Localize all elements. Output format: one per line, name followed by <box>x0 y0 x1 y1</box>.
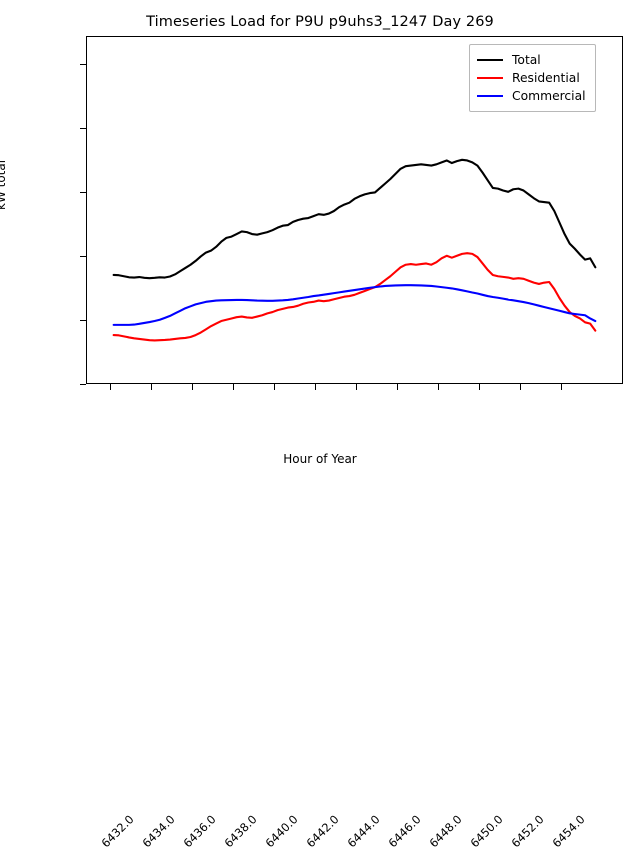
y-tick-mark <box>80 383 86 385</box>
series-line-total <box>112 158 597 280</box>
x-tick-mark <box>561 384 563 390</box>
y-tick-mark <box>80 63 86 65</box>
legend-label: Residential <box>512 71 580 85</box>
x-tick-label: 6440.0 <box>262 812 301 850</box>
y-tick-mark <box>80 319 86 321</box>
legend-label: Total <box>512 53 541 67</box>
legend-item-total[interactable]: Total <box>477 51 586 69</box>
legend-swatch-icon <box>477 76 503 80</box>
x-tick-mark <box>315 384 317 390</box>
x-axis-label: Hour of Year <box>283 452 357 466</box>
x-tick-label: 6448.0 <box>426 812 465 850</box>
y-tick-mark <box>80 191 86 193</box>
x-tick-mark <box>233 384 235 390</box>
series-canvas <box>112 158 597 342</box>
chart-title: Timeseries Load for P9U p9uhs3_1247 Day … <box>146 14 494 30</box>
x-tick-label: 6432.0 <box>98 812 137 850</box>
x-tick-mark <box>356 384 358 390</box>
x-tick-mark <box>151 384 153 390</box>
y-tick-mark <box>80 255 86 257</box>
legend-swatch-icon <box>477 94 503 98</box>
series-line-residential <box>112 252 597 342</box>
legend-label: Commercial <box>512 89 586 103</box>
x-tick-mark <box>110 384 112 390</box>
y-tick-mark <box>80 127 86 129</box>
x-tick-label: 6450.0 <box>467 812 506 850</box>
x-tick-label: 6446.0 <box>385 812 424 850</box>
x-tick-mark <box>520 384 522 390</box>
x-tick-mark <box>438 384 440 390</box>
x-tick-mark <box>479 384 481 390</box>
legend: Total Residential Commercial <box>469 44 596 112</box>
chart-figure: Timeseries Load for P9U p9uhs3_1247 Day … <box>0 14 623 850</box>
x-tick-label: 6442.0 <box>303 812 342 850</box>
legend-item-commercial[interactable]: Commercial <box>477 87 586 105</box>
x-tick-label: 6438.0 <box>221 812 260 850</box>
x-tick-label: 6444.0 <box>344 812 383 850</box>
x-tick-label: 6436.0 <box>180 812 219 850</box>
legend-swatch-icon <box>477 58 503 62</box>
legend-item-residential[interactable]: Residential <box>477 69 586 87</box>
x-tick-label: 6454.0 <box>548 812 588 850</box>
x-tick-label: 6452.0 <box>508 812 547 850</box>
x-tick-mark <box>397 384 399 390</box>
series-line-commercial <box>112 284 597 326</box>
y-axis-label: kW total <box>0 159 8 210</box>
x-tick-label: 6434.0 <box>139 812 178 850</box>
x-tick-mark <box>274 384 276 390</box>
x-tick-mark <box>192 384 194 390</box>
